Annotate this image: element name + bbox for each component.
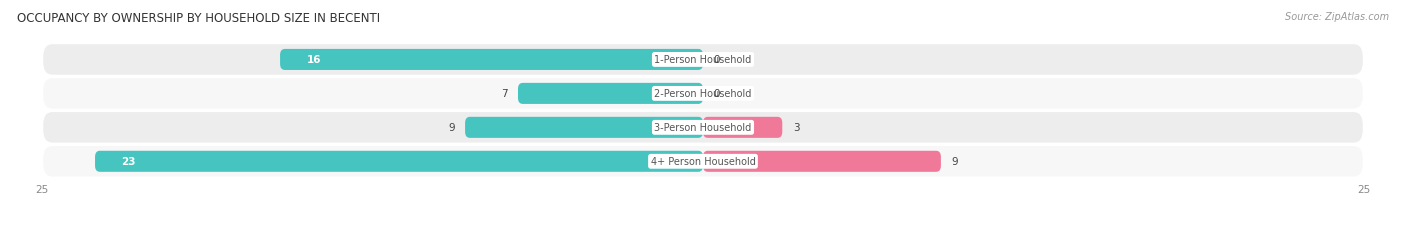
FancyBboxPatch shape <box>280 50 703 71</box>
Text: Source: ZipAtlas.com: Source: ZipAtlas.com <box>1285 12 1389 21</box>
FancyBboxPatch shape <box>42 78 1364 110</box>
FancyBboxPatch shape <box>517 83 703 104</box>
Text: 4+ Person Household: 4+ Person Household <box>651 157 755 167</box>
FancyBboxPatch shape <box>96 151 703 172</box>
Legend: Owner-occupied, Renter-occupied: Owner-occupied, Renter-occupied <box>595 229 811 231</box>
FancyBboxPatch shape <box>42 112 1364 144</box>
Text: 3: 3 <box>793 123 800 133</box>
Text: 3-Person Household: 3-Person Household <box>654 123 752 133</box>
Text: 16: 16 <box>307 55 321 65</box>
Text: 9: 9 <box>449 123 454 133</box>
FancyBboxPatch shape <box>42 44 1364 76</box>
FancyBboxPatch shape <box>42 145 1364 178</box>
Text: 0: 0 <box>714 55 720 65</box>
Text: 2-Person Household: 2-Person Household <box>654 89 752 99</box>
Text: 23: 23 <box>121 157 136 167</box>
FancyBboxPatch shape <box>703 117 782 138</box>
Text: 7: 7 <box>501 89 508 99</box>
Text: 1-Person Household: 1-Person Household <box>654 55 752 65</box>
Text: OCCUPANCY BY OWNERSHIP BY HOUSEHOLD SIZE IN BECENTI: OCCUPANCY BY OWNERSHIP BY HOUSEHOLD SIZE… <box>17 12 380 24</box>
Text: 0: 0 <box>714 89 720 99</box>
Text: 9: 9 <box>952 157 957 167</box>
FancyBboxPatch shape <box>465 117 703 138</box>
FancyBboxPatch shape <box>703 151 941 172</box>
